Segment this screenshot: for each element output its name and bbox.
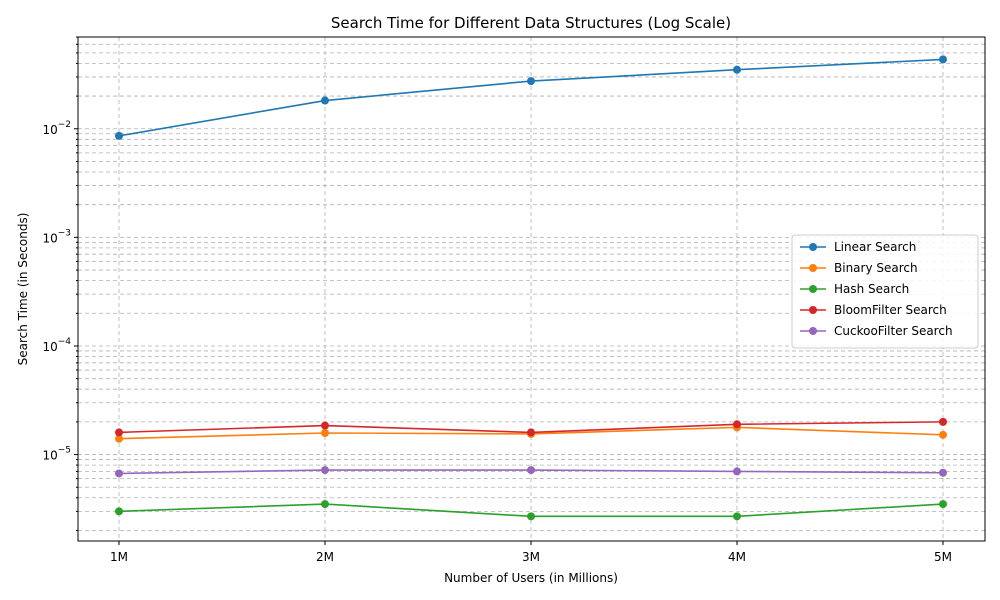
legend-item: Linear Search [800, 240, 916, 254]
legend-item: Hash Search [800, 282, 909, 296]
x-tick-label: 3M [522, 550, 540, 564]
legend-label: BloomFilter Search [834, 303, 947, 317]
data-point [115, 469, 123, 478]
data-point [527, 77, 535, 86]
series-layer [115, 55, 947, 521]
data-point [939, 417, 947, 426]
series-hash-search [115, 500, 947, 521]
legend-label: Hash Search [834, 282, 909, 296]
legend-label: Linear Search [834, 240, 916, 254]
data-point [733, 512, 741, 521]
legend-marker [809, 327, 817, 335]
x-tick-label: 1M [110, 550, 128, 564]
legend-item: BloomFilter Search [800, 303, 947, 317]
data-point [939, 500, 947, 509]
data-point [733, 420, 741, 429]
data-point [115, 507, 123, 516]
data-point [115, 131, 123, 140]
y-tick-label: 10−5 [42, 446, 71, 463]
legend-marker [809, 306, 817, 314]
data-point [527, 512, 535, 521]
data-point [939, 55, 947, 64]
data-point [527, 428, 535, 437]
legend: Linear Search Binary Search Hash Search Blo… [791, 234, 979, 349]
y-axis-label: Search Time (in Seconds) [16, 213, 30, 366]
data-point [939, 430, 947, 439]
data-point [939, 468, 947, 477]
y-tick-label: 10−2 [42, 120, 71, 137]
x-tick-label: 4M [728, 550, 746, 564]
data-point [321, 428, 329, 437]
x-axis-label: Number of Users (in Millions) [444, 571, 618, 585]
x-axis: 1M 2M 3M 4M 5M [110, 541, 952, 564]
legend-label: Binary Search [834, 261, 918, 275]
data-point [321, 466, 329, 475]
data-point [115, 428, 123, 437]
series-bloomfilter-search [115, 417, 947, 437]
data-point [733, 65, 741, 74]
y-tick-label: 10−4 [42, 337, 71, 354]
data-point [321, 96, 329, 105]
x-tick-label: 5M [934, 550, 952, 564]
data-point [321, 421, 329, 430]
y-tick-label: 10−3 [42, 228, 71, 245]
data-point [527, 466, 535, 475]
legend-marker [809, 285, 817, 293]
data-point [115, 434, 123, 443]
series-linear-search [115, 55, 947, 140]
data-point [321, 500, 329, 509]
legend-item: CuckooFilter Search [800, 324, 953, 338]
legend-marker [809, 243, 817, 251]
legend-marker [809, 264, 817, 272]
legend-item: Binary Search [800, 261, 918, 275]
data-point [733, 467, 741, 476]
legend-label: CuckooFilter Search [834, 324, 953, 338]
chart-title: Search Time for Different Data Structure… [331, 14, 731, 32]
series-cuckoofilter-search [115, 466, 947, 478]
y-axis: 10−5 10−4 10−3 10−2 [42, 36, 78, 531]
legend-frame [791, 234, 979, 349]
x-tick-label: 2M [316, 550, 334, 564]
